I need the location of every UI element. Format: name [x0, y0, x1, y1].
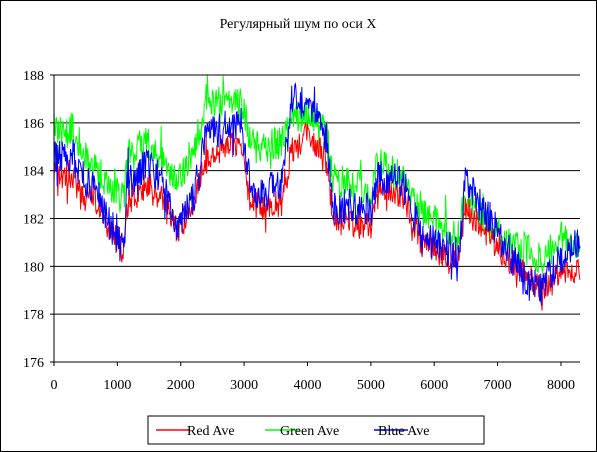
x-tick-label: 1000 [103, 378, 131, 393]
y-tick-label: 176 [23, 356, 44, 371]
x-tick-label: 5000 [357, 378, 385, 393]
x-tick-label: 8000 [547, 378, 575, 393]
y-tick-label: 180 [23, 260, 44, 275]
x-tick-label: 4000 [293, 378, 321, 393]
y-tick-label: 184 [23, 165, 44, 180]
y-tick-label: 178 [23, 308, 44, 323]
y-tick-label: 186 [23, 117, 44, 132]
series-line-red-ave [53, 123, 581, 311]
legend-items: Red Ave Green Ave Blue Ave [156, 424, 429, 439]
x-tick-label: 6000 [420, 378, 448, 393]
legend: Red Ave Green Ave Blue Ave [147, 415, 485, 445]
legend-box [147, 415, 485, 445]
series-layer [53, 75, 581, 311]
x-tick-label: 2000 [167, 378, 195, 393]
y-tick-label: 182 [23, 213, 44, 228]
y-tick-label: 188 [23, 69, 44, 84]
x-tick-label: 7000 [484, 378, 512, 393]
axis-layer: 176 178 180 182 184 186 188 0 1000 2000 3000 4000 50… [23, 69, 580, 393]
x-tick-label: 3000 [230, 378, 258, 393]
legend-label-2: Blue Ave [378, 424, 429, 439]
x-tick-label: 0 [51, 378, 58, 393]
legend-label-1: Green Ave [280, 424, 339, 439]
legend-label-0: Red Ave [187, 424, 235, 439]
chart-title: Регулярный шум по оси X [220, 17, 377, 32]
series-line-blue-ave [53, 82, 581, 306]
